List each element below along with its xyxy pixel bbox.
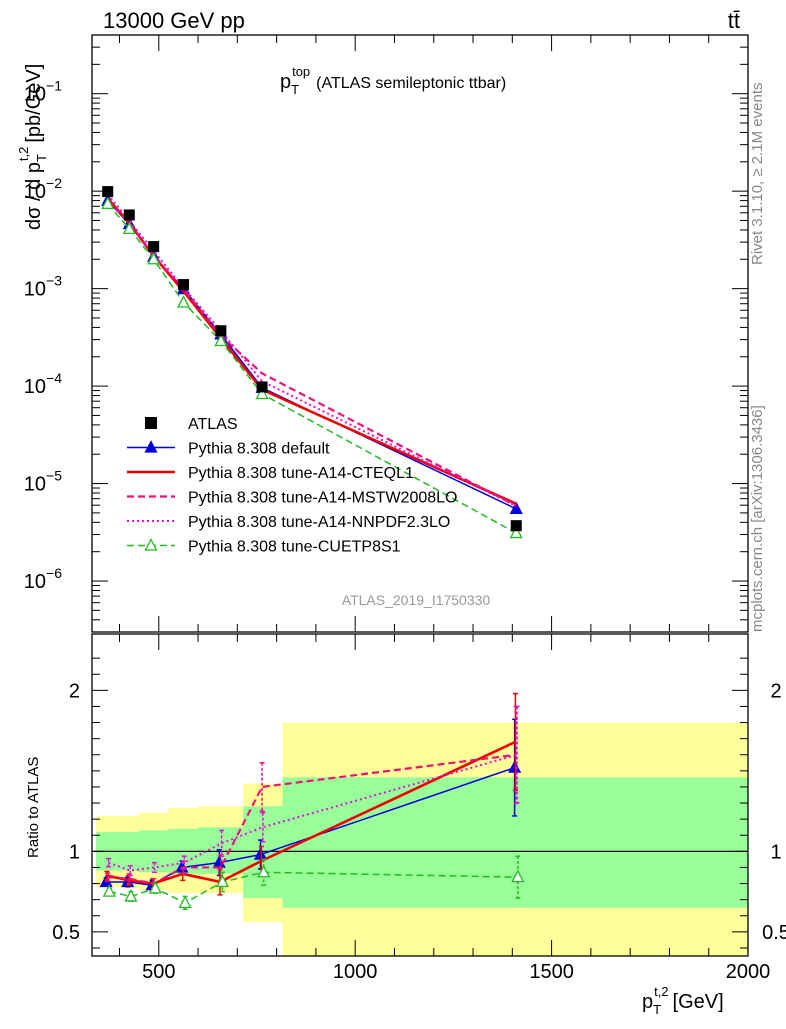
ratio-marker	[257, 864, 271, 878]
header-energy-label: 13000 GeV pp	[103, 8, 245, 33]
series-marker	[509, 525, 523, 539]
series-marker	[255, 386, 269, 400]
ratio-marker	[102, 884, 116, 897]
main-distribution-panel: 10−1 10−2 10−3 10−4 10−5 10−6 pTtop (ATLAS sem…	[16, 34, 749, 633]
main-panel-frame	[91, 34, 749, 633]
title-subscript: T	[291, 82, 299, 97]
series-marker	[214, 333, 228, 347]
y-tick-label: 10−4	[24, 370, 62, 398]
legend-label: ATLAS	[188, 416, 238, 433]
plot-title: pTtop (ATLAS semileptonic ttbar)	[280, 64, 506, 97]
x-label-rest: [GeV]	[673, 991, 724, 1013]
legend-marker	[144, 440, 158, 453]
x-label-sub: T	[653, 1002, 661, 1017]
legend-marker	[145, 417, 157, 429]
ratio-y-tick-label: 1	[69, 841, 80, 863]
ratio-marker	[511, 869, 525, 883]
ratio-marker	[178, 895, 192, 909]
ratio-panel: 0.5 0.5 1 1 2 2 500 1000 1500 2000 Ratio to ATLAS…	[25, 633, 786, 1017]
atlas-data-point	[256, 381, 268, 393]
ratio-y-tick-label: 0.5	[52, 922, 80, 944]
atlas-data-point	[102, 186, 114, 198]
series-line	[107, 200, 517, 510]
main-y-axis-label: dσ / d pTt,2[pb/GeV]	[16, 64, 49, 230]
series-line	[106, 193, 517, 507]
y-tick-label: 10−2	[24, 175, 62, 203]
ratio-y-tick-label-right: 1	[770, 841, 781, 863]
atlas-data-point	[123, 209, 135, 221]
series-marker	[147, 251, 161, 265]
x-label-main: p	[642, 991, 653, 1013]
series-line	[107, 203, 517, 534]
legend-label: Pythia 8.308 tune-CUETP8S1	[188, 539, 401, 556]
ratio-marker	[215, 874, 230, 888]
rivet-version-label: Rivet 3.1.10, ≥ 2.1M events	[749, 83, 766, 266]
legend-label: Pythia 8.308 tune-A14-NNPDF2.3LO	[188, 514, 450, 531]
ratio-marker	[253, 847, 268, 860]
legend-label: Pythia 8.308 default	[188, 441, 330, 458]
series-marker	[122, 221, 136, 235]
ratio-y-tick-label-right: 0.5	[762, 922, 786, 944]
x-tick-label: 1000	[333, 961, 378, 983]
mcplots-source-label: mcplots.cern.ch [arXiv:1306.3436]	[749, 405, 766, 632]
ratio-panel-frame	[91, 633, 749, 957]
header-process-label: tt̄	[728, 8, 740, 33]
title-superscript: top	[292, 64, 310, 79]
title-rest: (ATLAS semileptonic ttbar)	[316, 75, 506, 92]
y-tick-label: 10−5	[24, 468, 62, 496]
atlas-data-point	[178, 279, 190, 291]
series-marker	[101, 196, 115, 210]
x-axis-label: pTt,2 [GeV]	[642, 984, 724, 1017]
legend-marker	[144, 538, 158, 551]
x-tick-label: 500	[142, 961, 175, 983]
legend: ATLAS Pythia 8.308 default Pythia 8.308 tu…	[127, 416, 457, 556]
title-main: p	[280, 71, 291, 93]
series-marker	[509, 501, 523, 515]
x-tick-label: 1500	[529, 961, 574, 983]
ratio-marker	[124, 889, 138, 902]
series-line	[106, 198, 517, 507]
ratio-y-tick-label: 2	[69, 680, 80, 702]
y-tick-label: 10−1	[24, 78, 62, 106]
ratio-y-tick-label-right: 2	[770, 680, 781, 702]
analysis-id-watermark: ATLAS_2019_I1750330	[342, 592, 491, 608]
x-tick-label: 2000	[726, 961, 771, 983]
x-label-sup: t,2	[654, 984, 668, 999]
atlas-data-point	[215, 325, 227, 337]
legend-label: Pythia 8.308 tune-A14-CTEQL1	[188, 465, 414, 482]
atlas-data-point	[510, 520, 522, 532]
atlas-data-point	[148, 241, 160, 253]
series-marker	[176, 295, 191, 308]
y-tick-label: 10−6	[24, 565, 62, 593]
series-line	[106, 197, 517, 505]
legend-label: Pythia 8.308 tune-A14-MSTW2008LO	[188, 490, 457, 507]
ratio-y-axis-label: Ratio to ATLAS	[25, 757, 42, 858]
ratio-marker	[148, 880, 162, 894]
y-tick-label: 10−3	[24, 273, 62, 301]
